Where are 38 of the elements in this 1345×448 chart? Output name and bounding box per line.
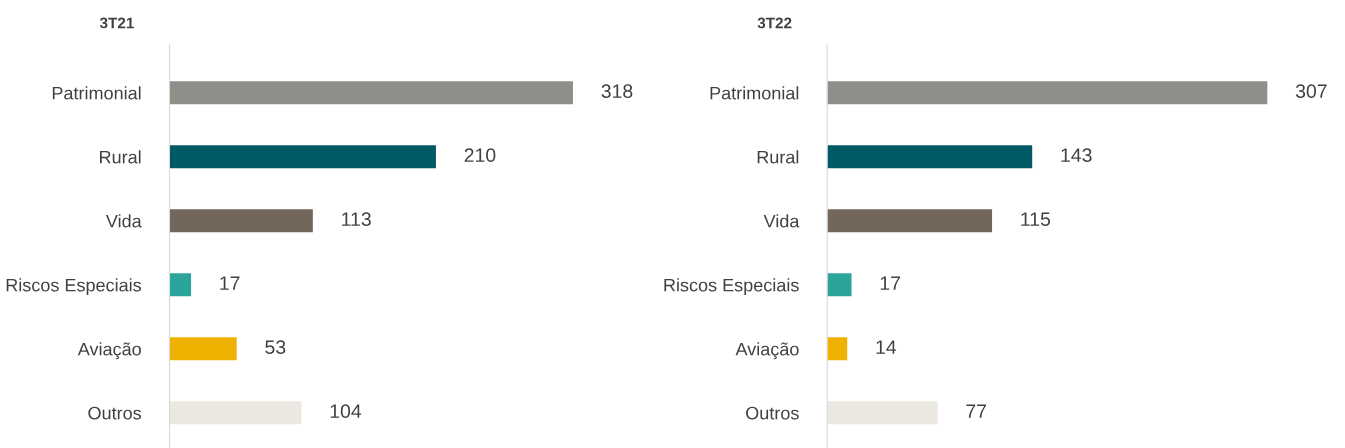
data-label: 77 bbox=[966, 404, 987, 418]
chart-title: 3T21 bbox=[99, 17, 134, 29]
y-tick-label: Riscos Especiais bbox=[664, 278, 799, 296]
data-label: 115 bbox=[1021, 212, 1051, 227]
bar bbox=[169, 401, 302, 425]
y-tick-label: Patrimonial bbox=[710, 86, 799, 100]
bar bbox=[827, 337, 848, 361]
data-label: 143 bbox=[1061, 148, 1092, 163]
y-tick-label: Rural bbox=[757, 150, 799, 164]
bar bbox=[827, 401, 938, 425]
y-tick-label: Vida bbox=[105, 214, 142, 228]
bar bbox=[827, 81, 1268, 105]
y-tick-label: Aviação bbox=[735, 342, 799, 360]
bar bbox=[169, 209, 313, 233]
bar bbox=[827, 209, 993, 233]
bar bbox=[827, 273, 852, 297]
y-tick-label: Patrimonial bbox=[52, 86, 141, 100]
data-label: 104 bbox=[330, 404, 362, 419]
bar bbox=[169, 273, 192, 297]
data-label: 53 bbox=[265, 340, 286, 355]
y-tick-label: Riscos Especiais bbox=[6, 278, 142, 296]
data-label: 113 bbox=[342, 212, 371, 227]
chart-title: 3T22 bbox=[757, 17, 792, 29]
bar bbox=[169, 81, 573, 105]
y-tick-label: Rural bbox=[100, 150, 141, 164]
bar bbox=[827, 145, 1033, 169]
data-label: 210 bbox=[464, 148, 496, 163]
data-label: 307 bbox=[1295, 84, 1327, 99]
y-tick-label: Outros bbox=[88, 406, 142, 420]
bar bbox=[169, 337, 237, 361]
data-label: 17 bbox=[880, 276, 900, 290]
bar bbox=[169, 145, 436, 169]
data-label: 14 bbox=[876, 340, 897, 354]
y-tick-label: Outros bbox=[746, 406, 799, 420]
data-label: 17 bbox=[220, 276, 240, 290]
y-tick-label: Aviação bbox=[77, 342, 141, 360]
y-tick-label: Vida bbox=[763, 214, 800, 228]
data-label: 318 bbox=[601, 84, 633, 99]
